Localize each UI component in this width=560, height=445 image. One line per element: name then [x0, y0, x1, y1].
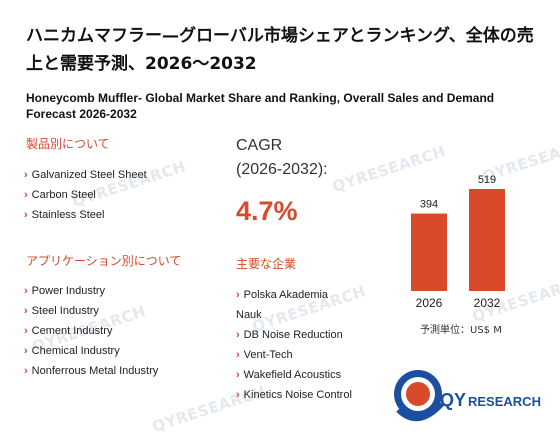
cagr-label: CAGR (2026-2032):: [236, 134, 328, 182]
page-subtitle: Honeycomb Muffler- Global Market Share a…: [26, 91, 495, 121]
cagr-period: (2026-2032):: [236, 161, 328, 178]
x-tick-label: 2032: [474, 296, 501, 310]
list-item: Polska Akademia Nauk: [236, 285, 346, 325]
bar-2032: [469, 189, 505, 291]
list-item: Carbon Steel: [24, 185, 147, 205]
bar-2026: [411, 213, 447, 291]
product-section-heading: 製品別について: [26, 137, 110, 151]
cagr-title: CAGR: [236, 137, 283, 154]
svg-text:QY: QY: [440, 390, 466, 410]
svg-text:RESEARCH: RESEARCH: [468, 394, 541, 409]
list-item: Power Industry: [24, 281, 158, 301]
x-tick-label: 2026: [416, 296, 443, 310]
list-item: Cement Industry: [24, 321, 158, 341]
product-list: Galvanized Steel Sheet Carbon Steel Stai…: [24, 165, 147, 225]
page-title: ハニカムマフラー—グローバル市場シェアとランキング、全体の売上と需要予測、202…: [26, 26, 534, 74]
unit-label: 予測単位：US$ M: [420, 325, 502, 336]
company-list: Polska Akademia Nauk DB Noise Reduction …: [236, 285, 352, 405]
list-item: Steel Industry: [24, 301, 158, 321]
list-item: Chemical Industry: [24, 341, 158, 361]
list-item: Vent-Tech: [236, 345, 352, 365]
qyresearch-logo: QY RESEARCH: [394, 370, 541, 422]
list-item: DB Noise Reduction: [236, 325, 352, 345]
data-label: 519: [478, 175, 496, 186]
bar-chart: 394 2026 519 2032: [411, 175, 505, 310]
application-list: Power Industry Steel Industry Cement Ind…: [24, 281, 159, 381]
list-item: Wakefield Acoustics: [236, 365, 352, 385]
companies-section-heading: 主要な企業: [236, 257, 297, 271]
list-item: Galvanized Steel Sheet: [24, 165, 147, 185]
list-item: Nonferrous Metal Industry: [24, 361, 159, 381]
data-label: 394: [420, 199, 438, 211]
list-item: Kinetics Noise Control: [236, 385, 352, 405]
cagr-value: 4.7%: [236, 196, 298, 226]
list-item: Stainless Steel: [24, 205, 147, 225]
application-section-heading: アプリケーション別について: [26, 254, 182, 268]
